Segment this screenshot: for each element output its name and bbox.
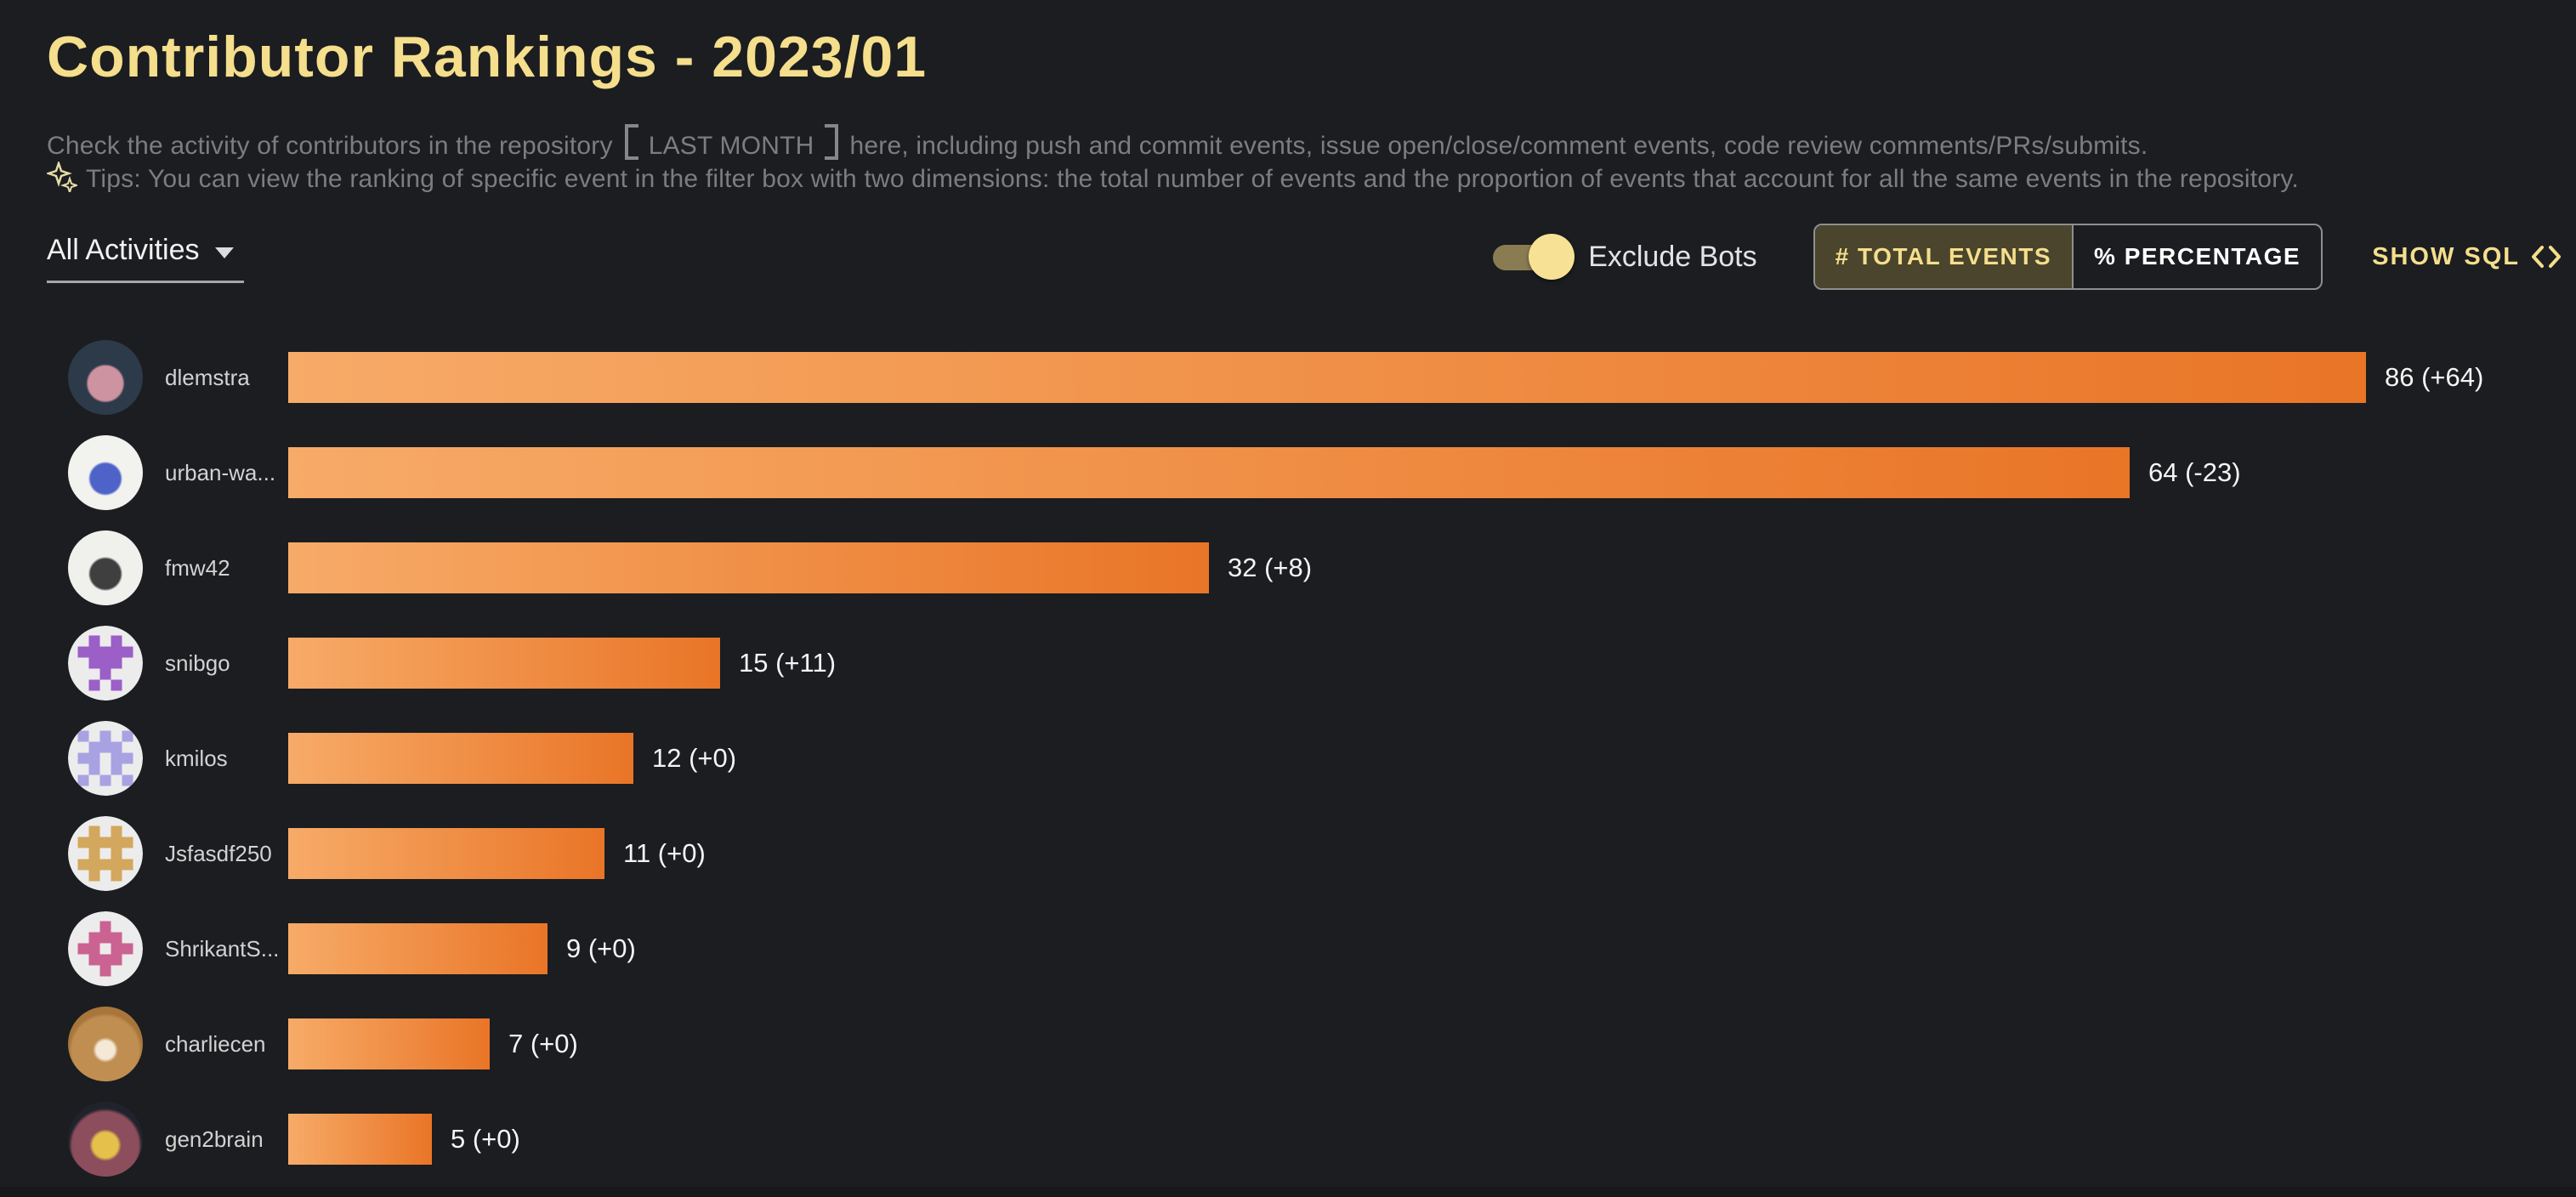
contributor-bar[interactable] — [288, 352, 2366, 403]
total-events-button[interactable]: # TOTAL EVENTS — [1814, 225, 2073, 288]
page-title: Contributor Rankings - 2023/01 — [47, 25, 928, 89]
display-mode-toggle-group: # TOTAL EVENTS % PERCENTAGE — [1813, 224, 2324, 290]
description-post: here, including push and commit events, … — [849, 132, 2148, 160]
contributor-value-label: 15 (+11) — [739, 648, 837, 678]
contributor-ranking-bar-chart: dlemstra 86 (+64) urban-wa... 64 (-23) fmw42… — [0, 330, 2576, 1187]
contributor-row: urban-wa... 64 (-23) — [68, 425, 2567, 520]
contributor-bar[interactable] — [288, 638, 720, 689]
contributor-row: ShrikantS... 9 (+0) — [68, 901, 2567, 996]
contributor-row: charliecen 7 (+0) — [68, 996, 2567, 1092]
description-line2: Tips: You can view the ranking of specif… — [45, 160, 2299, 196]
contributor-name: gen2brain — [165, 1126, 264, 1152]
contributor-row: fmw42 32 (+8) — [68, 520, 2567, 616]
contributor-bar[interactable] — [288, 447, 2130, 498]
contributor-row: Jsfasdf250 11 (+0) — [68, 806, 2567, 901]
contributor-value-label: 32 (+8) — [1228, 553, 1313, 582]
contributor-avatar — [68, 626, 143, 701]
contributor-bar[interactable] — [288, 1114, 432, 1165]
exclude-bots-label: Exclude Bots — [1588, 240, 1757, 273]
contributor-name: urban-wa... — [165, 459, 276, 485]
contributor-avatar — [68, 340, 143, 415]
contributor-avatar — [68, 435, 143, 510]
activity-filter-value: All Activities — [47, 234, 200, 266]
contributor-row: dlemstra 86 (+64) — [68, 330, 2567, 425]
contributor-value-label: 9 (+0) — [566, 933, 636, 963]
right-lenticular-bracket-icon — [824, 124, 838, 160]
contributor-value-label: 11 (+0) — [623, 838, 706, 868]
contributor-name: fmw42 — [165, 554, 230, 581]
sparkles-icon — [45, 160, 80, 196]
contributor-avatar — [68, 530, 143, 605]
activity-filter-select[interactable]: All Activities — [47, 230, 244, 283]
contributor-value-label: 86 (+64) — [2385, 362, 2484, 392]
contributor-value-label: 5 (+0) — [451, 1124, 520, 1154]
contributor-value-label: 12 (+0) — [652, 743, 737, 773]
contributor-bar[interactable] — [288, 542, 1209, 593]
contributor-name: dlemstra — [165, 364, 250, 390]
chevron-down-icon — [214, 247, 234, 258]
contributor-bar[interactable] — [288, 1018, 490, 1069]
description-line1: Check the activity of contributors in th… — [47, 124, 2148, 163]
contributor-row: gen2brain 5 (+0) — [68, 1092, 2567, 1187]
left-lenticular-bracket-icon — [624, 124, 638, 160]
contributor-value-label: 64 (-23) — [2148, 457, 2241, 487]
tips-text: Tips: You can view the ranking of specif… — [86, 165, 2299, 193]
contributor-avatar — [68, 1007, 143, 1081]
contributor-name: snibgo — [165, 650, 230, 676]
contributor-name: Jsfasdf250 — [165, 840, 272, 866]
contributor-bar[interactable] — [288, 733, 633, 784]
contributor-row: snibgo 15 (+11) — [68, 616, 2567, 711]
contributor-name: ShrikantS... — [165, 935, 280, 962]
code-brackets-icon — [2532, 246, 2561, 268]
description-pre: Check the activity of contributors in th… — [47, 132, 613, 160]
exclude-bots-toggle[interactable] — [1488, 233, 1575, 281]
right-controls: Exclude Bots # TOTAL EVENTS % PERCENTAGE… — [1488, 224, 2562, 290]
show-sql-button[interactable]: SHOW SQL — [2372, 243, 2562, 271]
description-bracket-text: LAST MONTH — [648, 132, 814, 160]
contributor-bar[interactable] — [288, 923, 548, 974]
contributor-row: kmilos 12 (+0) — [68, 711, 2567, 806]
section-divider — [0, 1187, 2576, 1197]
controls-row: All Activities Exclude Bots # TOTAL EVEN… — [47, 219, 2562, 294]
contributor-avatar — [68, 721, 143, 796]
contributor-avatar — [68, 816, 143, 891]
contributor-avatar — [68, 911, 143, 986]
contributor-name: kmilos — [165, 745, 228, 771]
percentage-button[interactable]: % PERCENTAGE — [2072, 225, 2321, 288]
toggle-knob — [1529, 234, 1575, 280]
show-sql-label: SHOW SQL — [2372, 242, 2520, 270]
contributor-value-label: 7 (+0) — [508, 1029, 578, 1058]
contributor-name: charliecen — [165, 1030, 266, 1057]
contributor-avatar — [68, 1102, 143, 1177]
contributor-bar[interactable] — [288, 828, 604, 879]
